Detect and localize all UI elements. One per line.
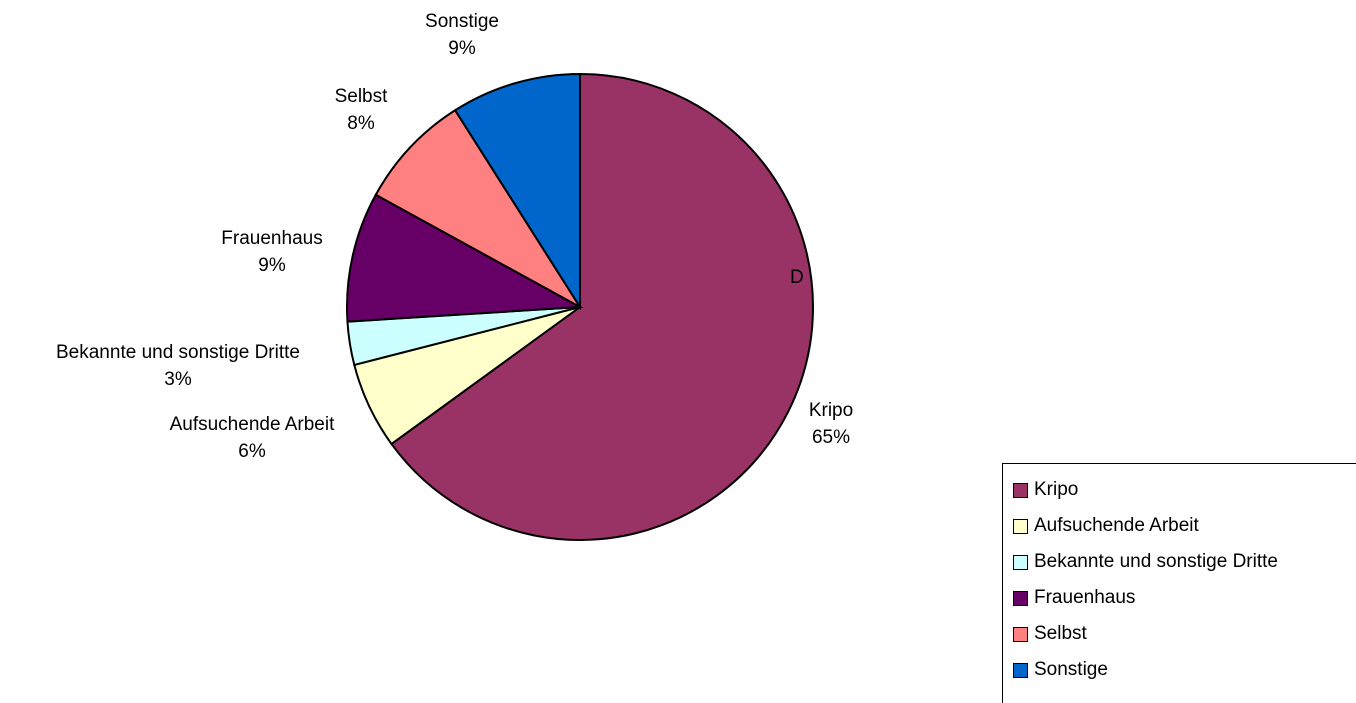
pie-slice-sonstige: [453, 72, 581, 311]
legend-item: Sonstige: [1003, 652, 1356, 688]
legend-label: Aufsuchende Arbeit: [1034, 515, 1199, 536]
slice-label-selbst: Selbst 8%: [335, 86, 389, 134]
stray-label-d: D: [790, 267, 804, 288]
chart-legend: Kripo Aufsuchende Arbeit Bekannte und sons…: [1002, 463, 1356, 703]
legend-item: Kripo: [1003, 472, 1356, 508]
legend-label: Kripo: [1034, 479, 1079, 500]
legend-swatch: [1013, 554, 1028, 570]
legend-label: Frauenhaus: [1034, 587, 1136, 608]
legend-item: Aufsuchende Arbeit: [1003, 508, 1356, 544]
slice-label-sonstige: Sonstige 9%: [425, 11, 499, 59]
legend-item: Selbst: [1003, 616, 1356, 652]
legend-swatch: [1013, 590, 1028, 606]
legend-swatch: [1013, 518, 1028, 534]
legend-swatch: [1013, 482, 1028, 498]
legend-swatch: [1013, 626, 1028, 642]
legend-item: Bekannte und sonstige Dritte: [1003, 544, 1356, 580]
pie-slice-frauenhaus: [346, 193, 584, 323]
legend-label: Selbst: [1034, 623, 1087, 644]
slice-label-bekannte-und-sonstige-dritte: Bekannte und sonstige Dritte 3%: [56, 342, 300, 390]
pie-slice-kripo: [390, 72, 814, 541]
legend-label: Sonstige: [1034, 659, 1108, 680]
pie-slice-selbst: [374, 108, 581, 308]
pie-slices: [346, 72, 814, 541]
legend-item: Frauenhaus: [1003, 580, 1356, 616]
slice-label-aufsuchende-arbeit: Aufsuchende Arbeit 6%: [170, 414, 336, 462]
slice-label-frauenhaus: Frauenhaus 9%: [221, 228, 322, 276]
legend-swatch: [1013, 662, 1028, 678]
slice-labels: Kripo 65% Aufsuchende Arbeit 6% Bekannte und…: [56, 11, 853, 462]
legend-label: Bekannte und sonstige Dritte: [1034, 551, 1278, 572]
slice-label-kripo: Kripo 65%: [809, 400, 853, 448]
